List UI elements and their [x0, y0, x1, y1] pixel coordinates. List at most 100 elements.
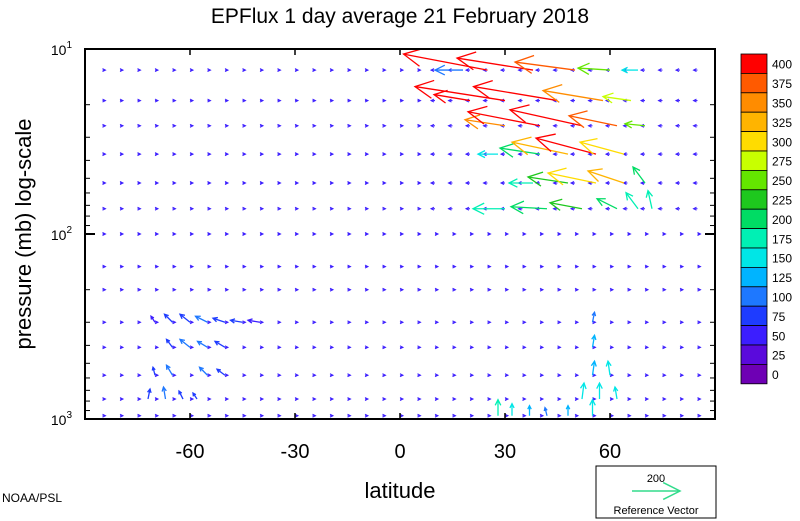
- grid-vector: [347, 320, 352, 325]
- grid-vector: [522, 232, 527, 236]
- grid-vector: [242, 287, 247, 292]
- flux-vector: [645, 189, 654, 209]
- grid-vector: [452, 232, 457, 236]
- grid-vector: [172, 373, 177, 378]
- grid-vector: [557, 264, 562, 269]
- grid-vector: [522, 287, 527, 292]
- grid-vector: [399, 152, 405, 157]
- flux-vector: [579, 381, 587, 400]
- colorbar-label: 300: [772, 135, 792, 149]
- grid-vector: [172, 287, 177, 292]
- grid-vector: [539, 287, 545, 292]
- flux-vector: [178, 313, 191, 323]
- grid-vector: [592, 264, 597, 269]
- grid-vector: [347, 264, 352, 269]
- grid-vector: [382, 232, 387, 236]
- grid-vector: [364, 152, 370, 157]
- grid-vector: [102, 152, 107, 157]
- flux-vector: [455, 51, 534, 71]
- flux-vector: [537, 49, 540, 50]
- grid-vector: [329, 345, 335, 350]
- grid-vector: [347, 123, 352, 128]
- grid-vector: [154, 68, 160, 73]
- grid-vector: [207, 345, 212, 350]
- grid-vector: [329, 397, 335, 401]
- colorbar-label: 400: [772, 58, 792, 72]
- grid-vector: [447, 206, 453, 211]
- grid-vector: [469, 320, 475, 325]
- grid-vector: [382, 123, 387, 128]
- grid-vector: [452, 413, 457, 418]
- grid-vector: [504, 397, 510, 401]
- flux-vector: [543, 406, 548, 416]
- flux-vector: [192, 391, 198, 400]
- grid-vector: [154, 413, 160, 418]
- grid-vector: [294, 264, 300, 269]
- grid-vector: [609, 264, 615, 269]
- grid-vector: [627, 345, 632, 350]
- grid-vector: [662, 397, 667, 401]
- x-tick-label: -30: [281, 441, 310, 463]
- grid-vector: [154, 98, 160, 103]
- y-axis-label: pressure (mb) log-scale: [11, 118, 36, 349]
- grid-vector: [417, 345, 422, 350]
- grid-vector: [522, 373, 527, 378]
- flux-vector: [565, 404, 571, 416]
- grid-vector: [657, 123, 663, 128]
- grid-vector: [259, 320, 265, 325]
- grid-vector: [517, 123, 523, 128]
- grid-vector: [592, 232, 597, 236]
- grid-vector: [697, 287, 702, 292]
- colorbar-swatch: [740, 363, 768, 385]
- grid-vector: [399, 264, 405, 269]
- grid-vector: [347, 397, 352, 401]
- grid-vector: [434, 232, 440, 236]
- grid-vector: [242, 181, 247, 185]
- grid-vector: [399, 181, 405, 185]
- grid-vector: [207, 181, 212, 185]
- grid-vector: [294, 152, 300, 157]
- grid-vector: [382, 181, 387, 185]
- flux-vector: [605, 359, 612, 376]
- grid-vector: [329, 206, 335, 211]
- grid-vector: [154, 264, 160, 269]
- grid-vector: [627, 264, 632, 269]
- grid-vector: [242, 206, 247, 211]
- grid-vector: [154, 123, 160, 128]
- grid-vector: [137, 181, 142, 185]
- grid-vector: [434, 413, 440, 418]
- grid-vector: [487, 413, 492, 418]
- grid-vector: [329, 232, 335, 236]
- grid-vector: [609, 345, 615, 350]
- grid-vector: [347, 152, 352, 157]
- grid-vector: [464, 68, 470, 73]
- grid-vector: [434, 397, 440, 401]
- grid-vector: [679, 413, 685, 418]
- flux-vector: [471, 202, 505, 215]
- grid-vector: [447, 123, 453, 128]
- grid-vector: [452, 264, 457, 269]
- grid-vector: [639, 152, 645, 157]
- grid-vector: [312, 373, 317, 378]
- grid-vector: [189, 181, 195, 185]
- grid-vector: [569, 98, 575, 103]
- colorbar-swatch: [740, 73, 768, 94]
- flux-vector: [590, 359, 597, 376]
- grid-vector: [312, 123, 317, 128]
- grid-vector: [609, 320, 615, 325]
- grid-vector: [662, 232, 667, 236]
- grid-vector: [504, 320, 510, 325]
- grid-vector: [569, 206, 575, 211]
- grid-vector: [242, 413, 247, 418]
- grid-vector: [679, 232, 685, 236]
- grid-vector: [154, 181, 160, 185]
- grid-vector: [504, 287, 510, 292]
- colorbar-label: 0: [772, 368, 779, 382]
- grid-vector: [557, 320, 562, 325]
- grid-vector: [294, 287, 300, 292]
- grid-vector: [259, 206, 265, 211]
- grid-vector: [312, 232, 317, 236]
- grid-vector: [644, 264, 650, 269]
- grid-vector: [469, 232, 475, 236]
- grid-vector: [242, 98, 247, 103]
